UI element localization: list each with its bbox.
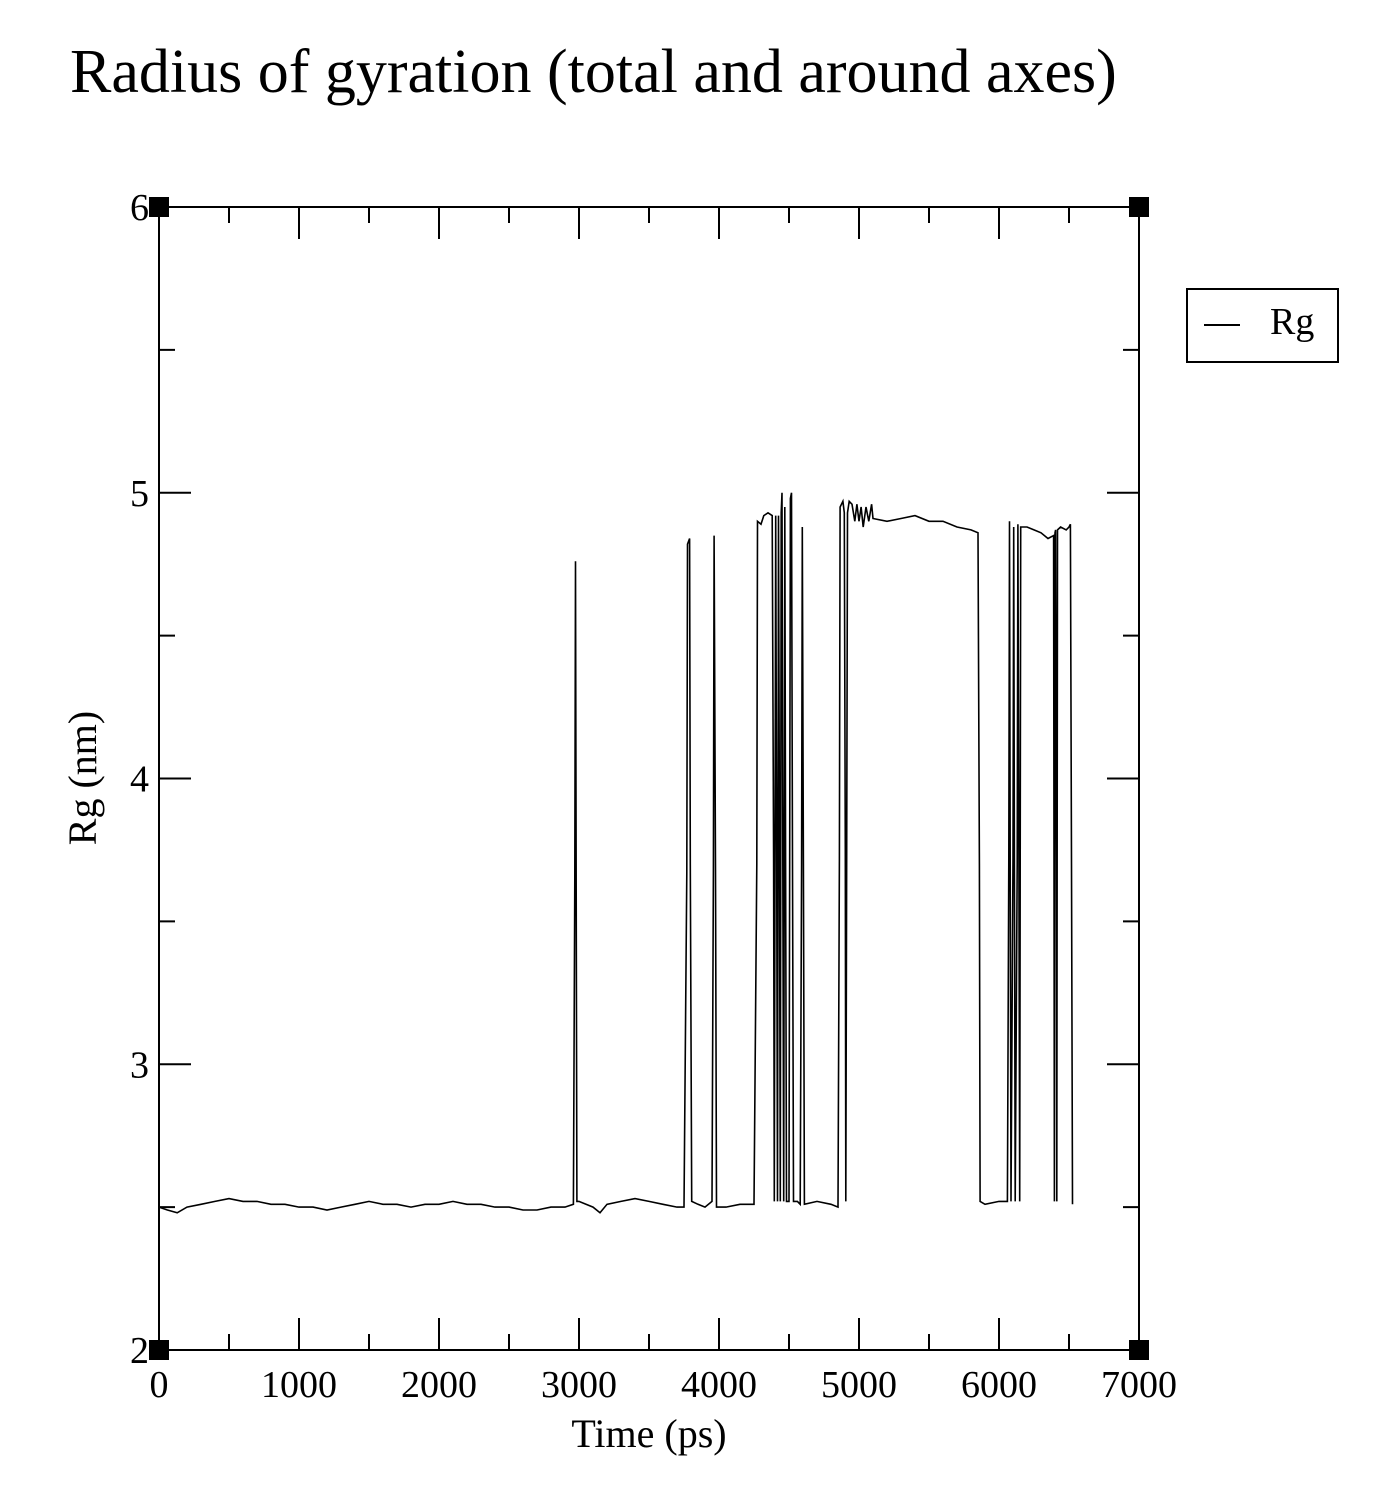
- plot-area-frame: [158, 206, 1140, 1351]
- x-tick-label: 5000: [821, 1364, 897, 1406]
- series-layer: [158, 492, 1074, 1214]
- axis-ticks: [158, 206, 1140, 1351]
- x-tick-label: 6000: [961, 1364, 1037, 1406]
- x-axis-label: Time (ps): [571, 1411, 726, 1456]
- chart-title: Radius of gyration (total and around axe…: [70, 38, 1117, 106]
- series-line-rg: [158, 492, 1074, 1214]
- corner-handle-bottom-left: [149, 1340, 169, 1360]
- corner-handle-top-left: [149, 197, 169, 217]
- y-tick-label: 3: [130, 1044, 149, 1086]
- x-tick-label: 3000: [541, 1364, 617, 1406]
- legend: Rg: [1186, 288, 1339, 363]
- plot-corner-handles: [149, 197, 1149, 1360]
- y-axis-label: Rg (nm): [60, 711, 105, 845]
- y-tick-label: 2: [130, 1330, 149, 1372]
- x-tick-label: 7000: [1101, 1364, 1177, 1406]
- axis-tick-labels: 0 1000 2000 3000 4000 5000 6000 7000 2 3 4 5 6: [130, 187, 1177, 1406]
- corner-handle-top-right: [1129, 197, 1149, 217]
- y-tick-label: 5: [130, 473, 149, 515]
- legend-label-rg: Rg: [1270, 301, 1314, 343]
- corner-handle-bottom-right: [1129, 1340, 1149, 1360]
- y-tick-label: 4: [130, 759, 149, 801]
- x-tick-label: 0: [150, 1364, 169, 1406]
- x-tick-label: 2000: [401, 1364, 477, 1406]
- x-tick-label: 4000: [681, 1364, 757, 1406]
- x-tick-label: 1000: [261, 1364, 337, 1406]
- y-tick-label: 6: [130, 187, 149, 229]
